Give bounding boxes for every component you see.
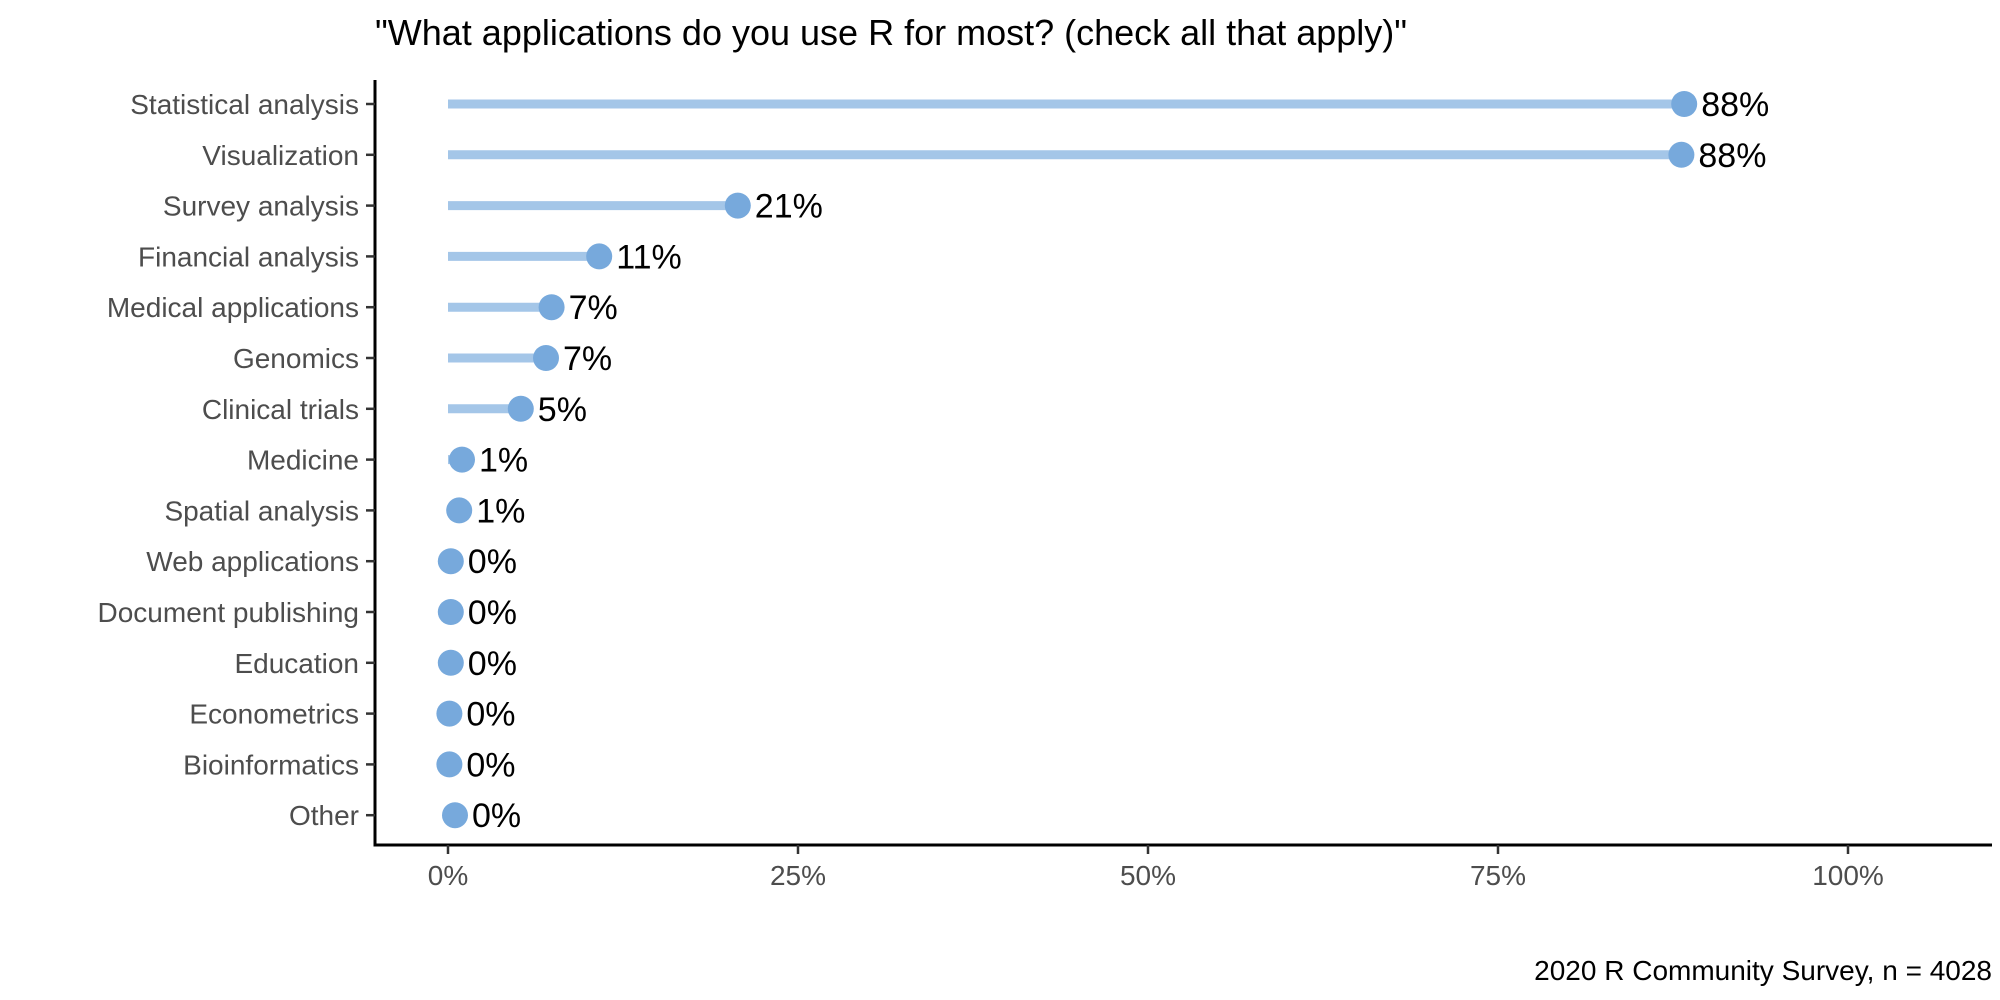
value-label: 88% xyxy=(1698,137,1766,175)
lollipop-point xyxy=(437,548,464,575)
points-layer xyxy=(436,91,1698,829)
value-label: 0% xyxy=(466,746,515,784)
lollipop-point xyxy=(437,649,464,676)
value-label: 0% xyxy=(468,543,517,581)
lollipop-point xyxy=(446,497,473,524)
category-label: Web applications xyxy=(146,546,359,577)
value-label: 7% xyxy=(569,289,618,327)
lollipop-point xyxy=(436,751,463,778)
y-axis: Statistical analysis Visualization Survey … xyxy=(98,80,377,847)
category-label: Clinical trials xyxy=(202,394,359,425)
chart-title: "What applications do you use R for most… xyxy=(375,12,1407,53)
category-label: Visualization xyxy=(202,140,359,171)
x-tick-label: 25% xyxy=(770,860,826,891)
stems-layer xyxy=(448,99,1685,820)
lollipop-point xyxy=(436,700,463,727)
category-label: Medical applications xyxy=(107,292,359,323)
category-label: Statistical analysis xyxy=(130,89,359,120)
x-tick-label: 100% xyxy=(1812,860,1884,891)
value-label: 11% xyxy=(616,238,682,276)
lollipop-point xyxy=(449,446,475,473)
lollipop-point xyxy=(1671,91,1698,117)
value-label: 1% xyxy=(476,492,525,530)
lollipop-point xyxy=(1668,141,1695,168)
value-label: 0% xyxy=(468,594,517,632)
category-label: Medicine xyxy=(247,445,359,476)
lollipop-point xyxy=(586,243,613,270)
category-label: Other xyxy=(289,800,359,831)
lollipop-point xyxy=(538,294,565,321)
lollipop-point xyxy=(533,345,559,371)
category-label: Financial analysis xyxy=(138,241,359,272)
value-label: 1% xyxy=(479,442,528,480)
category-label: Education xyxy=(234,648,359,679)
x-tick-label: 50% xyxy=(1120,860,1176,891)
lollipop-point xyxy=(724,192,751,219)
value-label: 7% xyxy=(563,340,612,378)
x-tick-label: 0% xyxy=(428,860,468,891)
category-label: Bioinformatics xyxy=(183,749,359,780)
value-label: 0% xyxy=(472,797,521,835)
x-axis: 0% 25% 50% 75% 100% xyxy=(373,843,1992,891)
value-label: 88% xyxy=(1701,86,1769,124)
chart-caption: 2020 R Community Survey, n = 4028 xyxy=(1534,955,1992,986)
value-label: 0% xyxy=(466,696,515,734)
category-label: Document publishing xyxy=(98,597,360,628)
category-label: Genomics xyxy=(233,343,359,374)
lollipop-point xyxy=(437,599,464,625)
category-label: Spatial analysis xyxy=(164,495,359,526)
value-label: 5% xyxy=(538,391,587,429)
x-tick-label: 75% xyxy=(1470,860,1526,891)
lollipop-point xyxy=(442,802,468,829)
value-label: 0% xyxy=(468,645,517,683)
category-label: Econometrics xyxy=(189,699,359,730)
value-labels-layer: 88% 88% 21% 11% 7% 7% 5% 1% 1% 0% 0% 0% 0% 0% 0% xyxy=(466,86,1769,835)
lollipop-point xyxy=(507,395,534,422)
category-label: Survey analysis xyxy=(163,191,359,222)
value-label: 21% xyxy=(755,188,823,226)
